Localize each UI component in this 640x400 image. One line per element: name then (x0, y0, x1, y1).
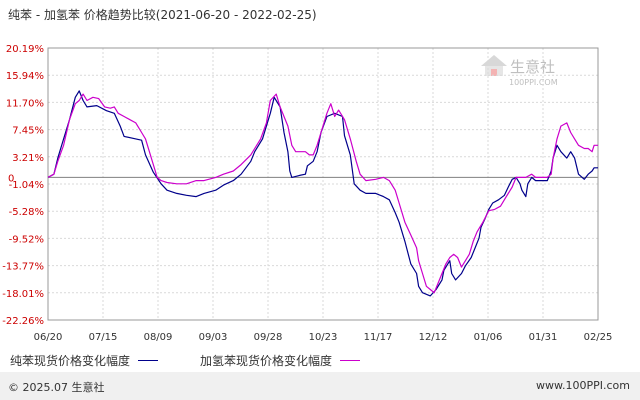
y-tick-label: 3.21% (12, 153, 44, 164)
x-tick-label: 02/25 (584, 332, 613, 343)
plot-area-border (47, 47, 599, 321)
y-zero-label: 0 (8, 173, 14, 184)
house-icon (481, 55, 507, 76)
series-group (47, 90, 598, 297)
y-tick-label: -22.26% (2, 316, 44, 327)
legend-label: 纯苯现货价格变化幅度 (10, 354, 131, 368)
legend-item-hydrogenated-benzene: 加氢苯现货价格变化幅度 (200, 352, 361, 369)
watermark-brand: 生意社 (510, 58, 555, 76)
x-tick-label: 01/31 (529, 332, 558, 343)
y-axis-labels: 20.19% 15.94% 11.70% 7.45% 3.21% -1.04% -5.28%… (2, 44, 44, 327)
y-tick-label: 11.70% (6, 98, 44, 109)
x-tick-label: 12/12 (419, 332, 448, 343)
y-tick-label: -18.01% (2, 289, 44, 300)
plot-border (47, 47, 599, 321)
legend-item-pure-benzene: 纯苯现货价格变化幅度 (10, 352, 159, 369)
y-tick-label: -5.28% (9, 207, 44, 218)
series-line-pure-benzene (47, 90, 598, 297)
x-axis-labels: 06/20 07/15 08/09 09/03 09/28 10/23 11/17 12/12… (34, 332, 613, 343)
x-tick-label: 09/28 (254, 332, 283, 343)
y-tick-label: 15.94% (6, 71, 44, 82)
footer: © 2025.07 生意社 www.100PPI.com (0, 372, 640, 400)
legend-swatch (340, 360, 361, 361)
footer-url[interactable]: www.100PPI.com (536, 379, 630, 392)
x-tick-label: 06/20 (34, 332, 63, 343)
x-tick-label: 01/06 (474, 332, 503, 343)
chart-title: 纯苯 - 加氢苯 价格趋势比较(2021-06-20 - 2022-02-25) (8, 8, 317, 22)
legend: 纯苯现货价格变化幅度 加氢苯现货价格变化幅度 (0, 346, 640, 372)
x-tick-label: 09/03 (199, 332, 228, 343)
y-tick-label: -1.04% (9, 180, 44, 191)
x-tick-label: 07/15 (89, 332, 118, 343)
y-tick-label: -9.52% (9, 234, 44, 245)
legend-label: 加氢苯现货价格变化幅度 (200, 354, 333, 368)
x-tick-label: 08/09 (144, 332, 173, 343)
x-tick-label: 10/23 (309, 332, 338, 343)
series-line-hydrogenated-benzene (47, 93, 598, 294)
legend-swatch (138, 360, 159, 361)
footer-copyright: © 2025.07 生意社 (8, 381, 105, 394)
y-tick-label: -13.77% (2, 262, 44, 273)
chart-canvas: 生意社 100PPI.COM 20.19% 15.94% 11.70% 7.45% 3.… (2, 44, 613, 343)
grid-lines (47, 47, 599, 321)
x-tick-label: 11/17 (364, 332, 393, 343)
y-tick-label: 7.45% (12, 126, 44, 137)
watermark-site: 100PPI.COM (509, 78, 558, 87)
y-tick-label: 20.19% (6, 44, 44, 55)
watermark-logo: 生意社 100PPI.COM (481, 55, 558, 87)
